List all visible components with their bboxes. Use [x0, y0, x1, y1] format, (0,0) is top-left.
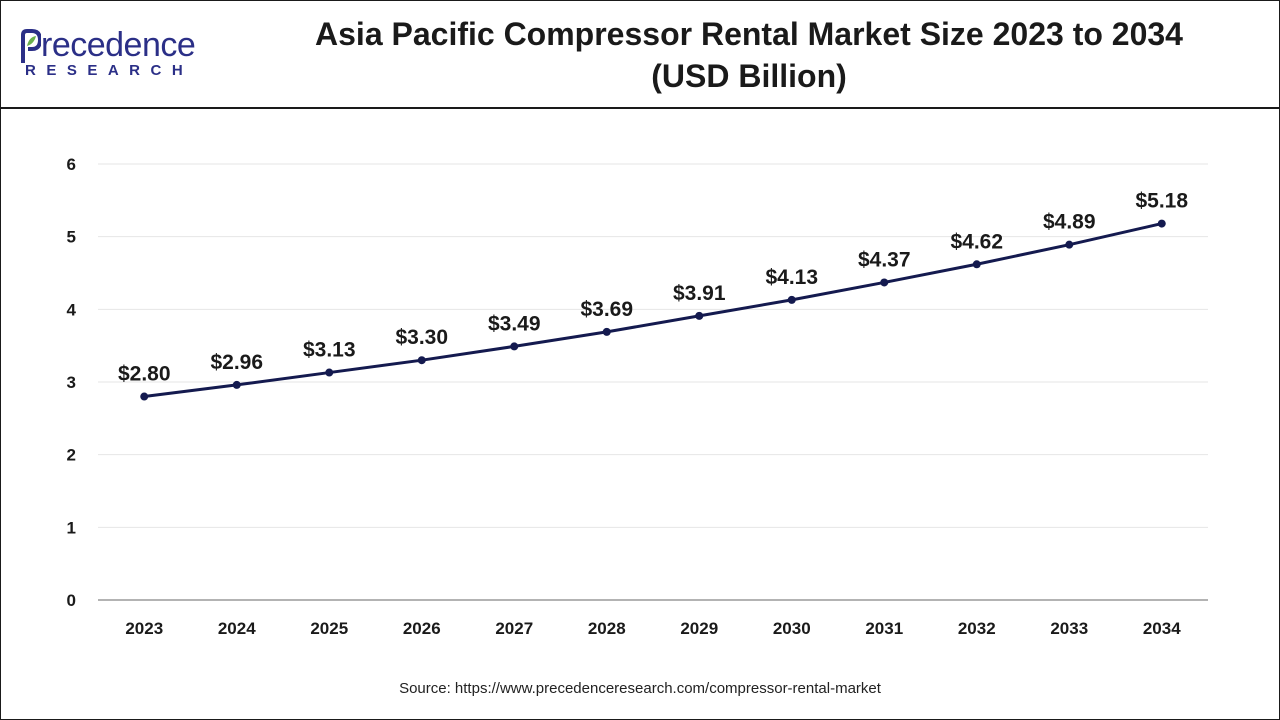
data-label: $5.18	[1135, 190, 1188, 213]
y-tick-label: 0	[67, 591, 76, 610]
x-tick-label: 2027	[495, 619, 533, 638]
series-line	[144, 222, 1163, 399]
y-tick-label: 2	[67, 446, 76, 465]
data-point	[880, 278, 889, 287]
data-point	[602, 327, 611, 336]
data-label: $4.37	[858, 248, 911, 271]
chart-title: Asia Pacific Compressor Rental Market Si…	[241, 13, 1257, 97]
data-label: $4.62	[950, 230, 1003, 253]
x-tick-label: 2026	[403, 619, 441, 638]
x-tick-label: 2023	[125, 619, 163, 638]
y-tick-label: 1	[67, 518, 76, 537]
x-tick-label: 2031	[865, 619, 903, 638]
data-point	[1065, 240, 1074, 249]
data-point	[510, 342, 519, 351]
data-point	[1157, 219, 1166, 228]
y-tick-label: 4	[67, 300, 77, 319]
chart-title-line1: Asia Pacific Compressor Rental Market Si…	[315, 16, 1183, 52]
leaf-icon	[21, 29, 41, 63]
x-tick-label: 2034	[1143, 619, 1181, 638]
precedence-research-logo: recedence RESEARCH	[19, 27, 219, 83]
x-tick-label: 2025	[310, 619, 348, 638]
data-label: $2.96	[210, 351, 263, 374]
data-label: $4.13	[765, 266, 818, 289]
x-tick-label: 2032	[958, 619, 996, 638]
y-tick-label: 5	[67, 228, 76, 247]
source-note: Source: https://www.precedenceresearch.c…	[399, 680, 881, 697]
data-point	[140, 392, 149, 401]
logo-subtitle: RESEARCH	[25, 62, 194, 79]
x-tick-label: 2033	[1050, 619, 1088, 638]
data-point	[232, 380, 241, 389]
x-tick-label: 2029	[680, 619, 718, 638]
data-point	[325, 368, 334, 377]
chart-title-line2: (USD Billion)	[651, 58, 847, 94]
data-point	[787, 295, 796, 304]
y-tick-label: 6	[67, 155, 76, 174]
data-label: $3.91	[673, 282, 726, 305]
x-tick-label: 2028	[588, 619, 626, 638]
header: recedence RESEARCH Asia Pacific Compress…	[1, 1, 1279, 109]
data-label: $3.49	[488, 312, 541, 335]
line-chart: 0 1 2 3 4 5 6 2023 2024 2025 2026 2027 2028 2029 2030 2…	[67, 155, 1208, 638]
data-point	[695, 311, 704, 320]
data-label: $3.69	[580, 298, 633, 321]
data-label: $3.13	[303, 339, 356, 362]
data-label: $3.30	[395, 326, 448, 349]
data-point	[972, 260, 981, 269]
data-label: $2.80	[118, 363, 171, 386]
x-tick-label: 2024	[218, 619, 256, 638]
data-point	[417, 356, 426, 365]
data-label: $4.89	[1043, 211, 1096, 234]
y-tick-label: 3	[67, 373, 76, 392]
logo-wordmark: recedence	[41, 26, 196, 64]
x-tick-label: 2030	[773, 619, 811, 638]
